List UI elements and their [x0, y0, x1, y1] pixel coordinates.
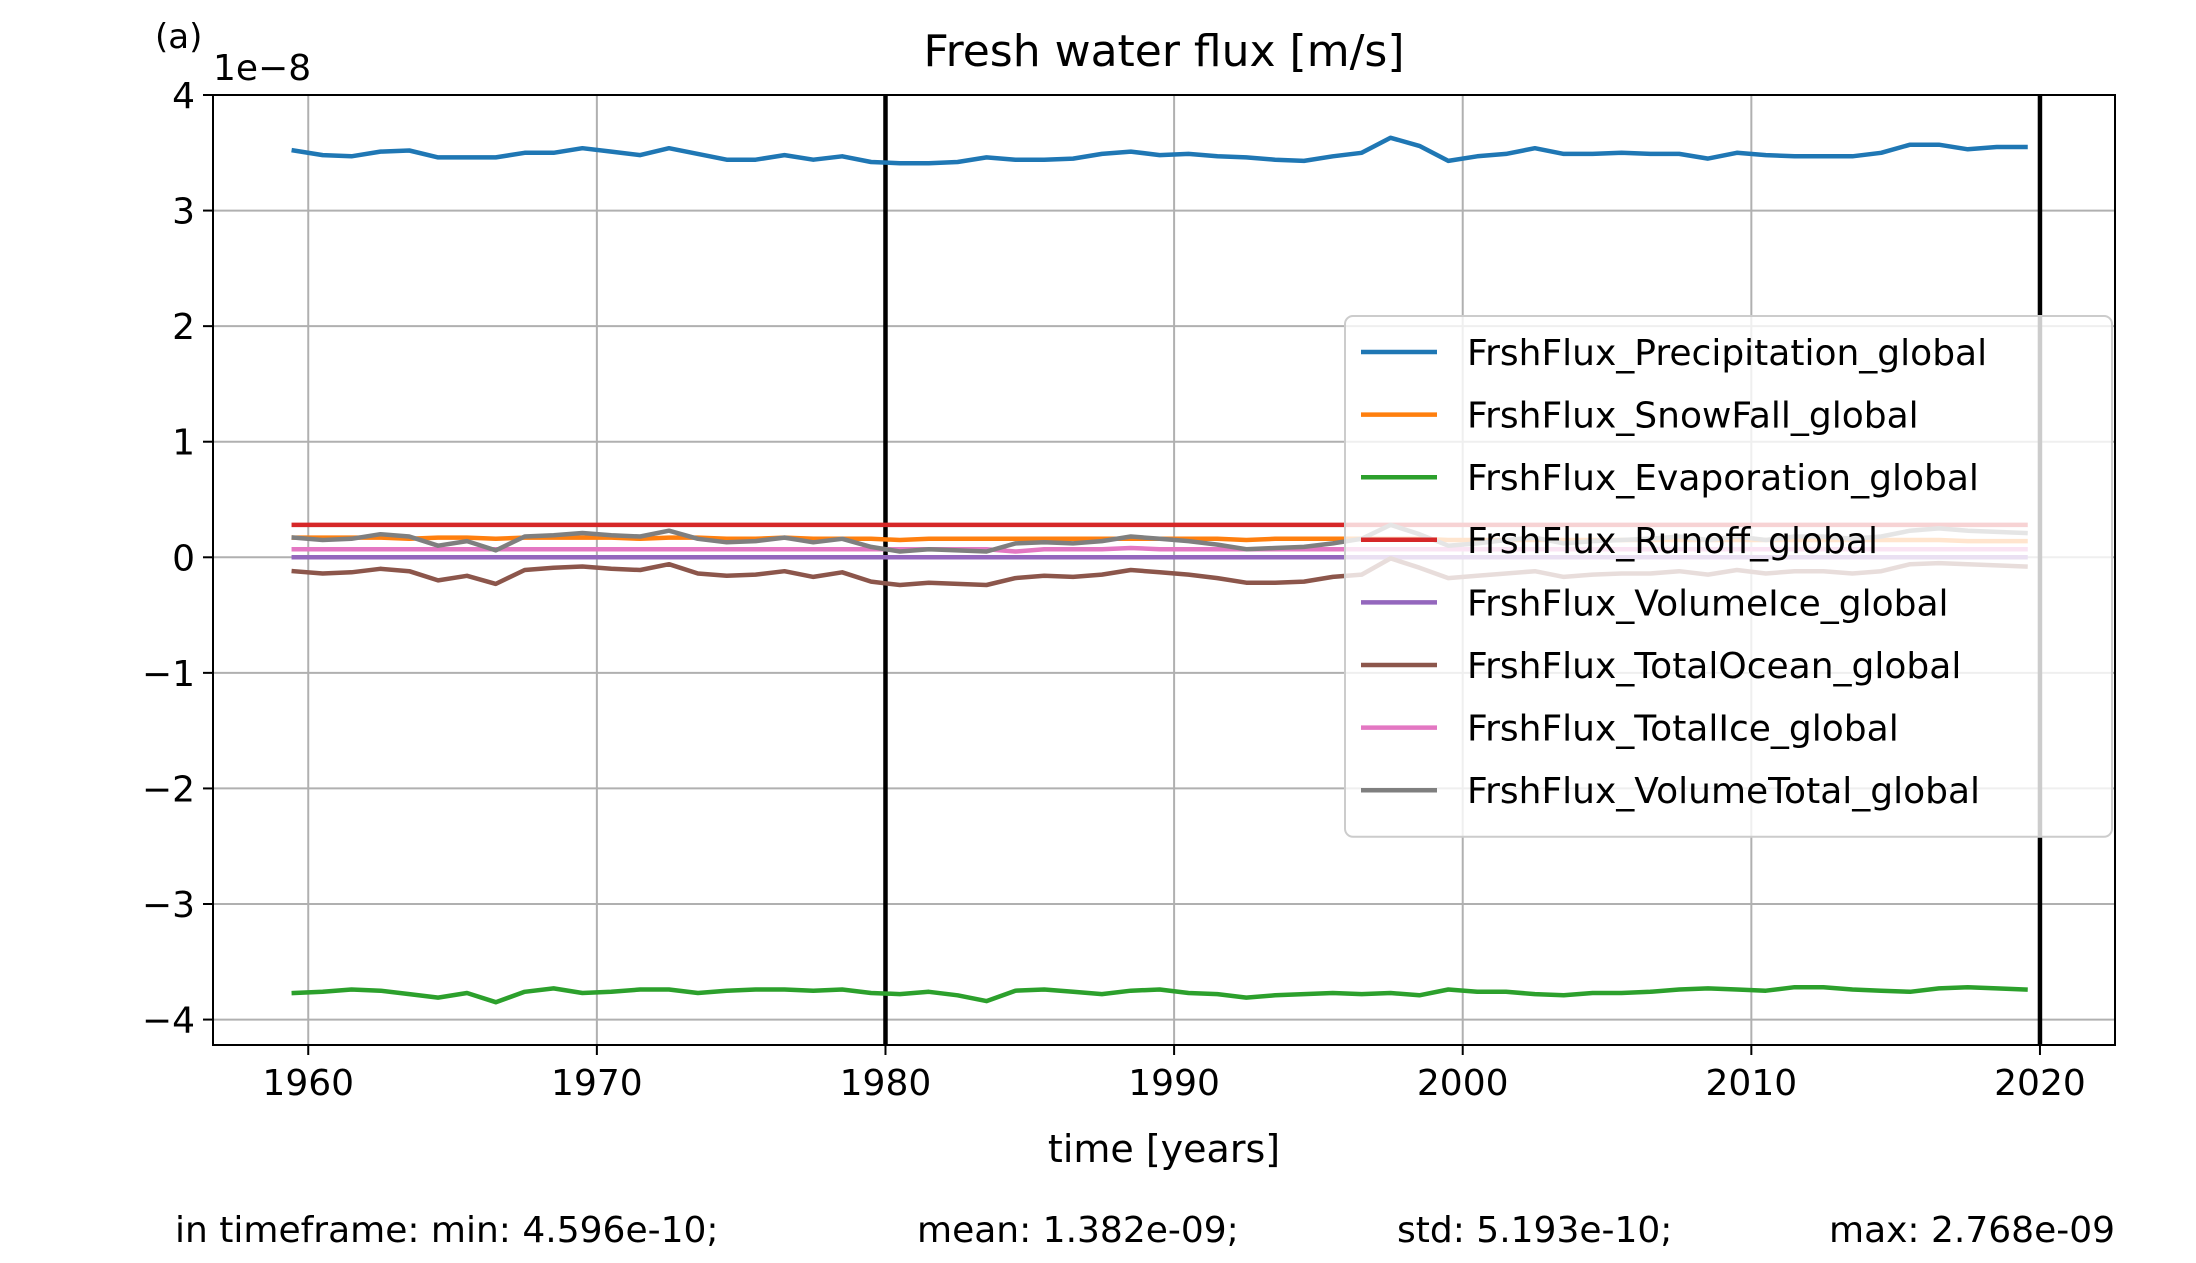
legend-entry: FrshFlux_TotalIce_global: [1467, 709, 1899, 750]
y-tick-label: −3: [142, 885, 195, 926]
stat-mean: mean: 1.382e-09;: [917, 1210, 1239, 1251]
legend-entry: FrshFlux_Runoff_global: [1467, 521, 1878, 562]
x-tick-label: 2000: [1417, 1063, 1509, 1104]
y-tick-label: 3: [172, 192, 195, 233]
legend-box: [1344, 315, 2113, 838]
legend-entry: FrshFlux_VolumeTotal_global: [1467, 771, 1980, 812]
y-tick-label: 2: [172, 307, 195, 348]
y-axis: 4 3 2 1 0 −1 −2 −3 −4: [142, 76, 213, 1042]
panel-label: (a): [155, 17, 202, 57]
x-tick-label: 2010: [1706, 1063, 1798, 1104]
y-offset-label: 1e−8: [213, 48, 311, 89]
legend: FrshFlux_Precipitation_global FrshFlux_Sn…: [1344, 315, 2113, 838]
y-tick-label: 0: [172, 538, 195, 579]
plot-frame: [212, 94, 2116, 1046]
y-tick-label: 4: [172, 76, 195, 117]
y-tick-label: −4: [142, 1001, 195, 1042]
legend-entry: FrshFlux_VolumeIce_global: [1467, 583, 1949, 624]
stat-min: in timeframe: min: 4.596e-10;: [175, 1210, 719, 1251]
y-tick-label: −2: [142, 769, 195, 810]
x-tick-label: 1980: [840, 1063, 932, 1104]
legend-entry: FrshFlux_Evaporation_global: [1467, 458, 1979, 499]
stat-std: std: 5.193e-10;: [1397, 1210, 1673, 1251]
x-tick-label: 2020: [1994, 1063, 2086, 1104]
legend-entry: FrshFlux_Precipitation_global: [1467, 333, 1987, 374]
x-tick-label: 1990: [1128, 1063, 1220, 1104]
x-axis: 1960 1970 1980 1990 2000 2010 2020: [262, 1045, 2086, 1104]
stat-max: max: 2.768e-09: [1829, 1210, 2116, 1251]
legend-entry: FrshFlux_TotalOcean_global: [1467, 646, 1961, 687]
x-tick-label: 1970: [551, 1063, 643, 1104]
legend-entry: FrshFlux_SnowFall_global: [1467, 396, 1919, 437]
series-line-frshflux-evaporation-global: [291, 984, 2028, 1005]
x-axis-label: time [years]: [1048, 1127, 1280, 1171]
y-tick-label: 1: [172, 423, 195, 464]
x-tick-label: 1960: [262, 1063, 354, 1104]
series-line-frshflux-precipitation-global: [291, 135, 2028, 166]
y-tick-label: −1: [142, 654, 195, 695]
chart-title: Fresh water flux [m/s]: [923, 26, 1404, 77]
